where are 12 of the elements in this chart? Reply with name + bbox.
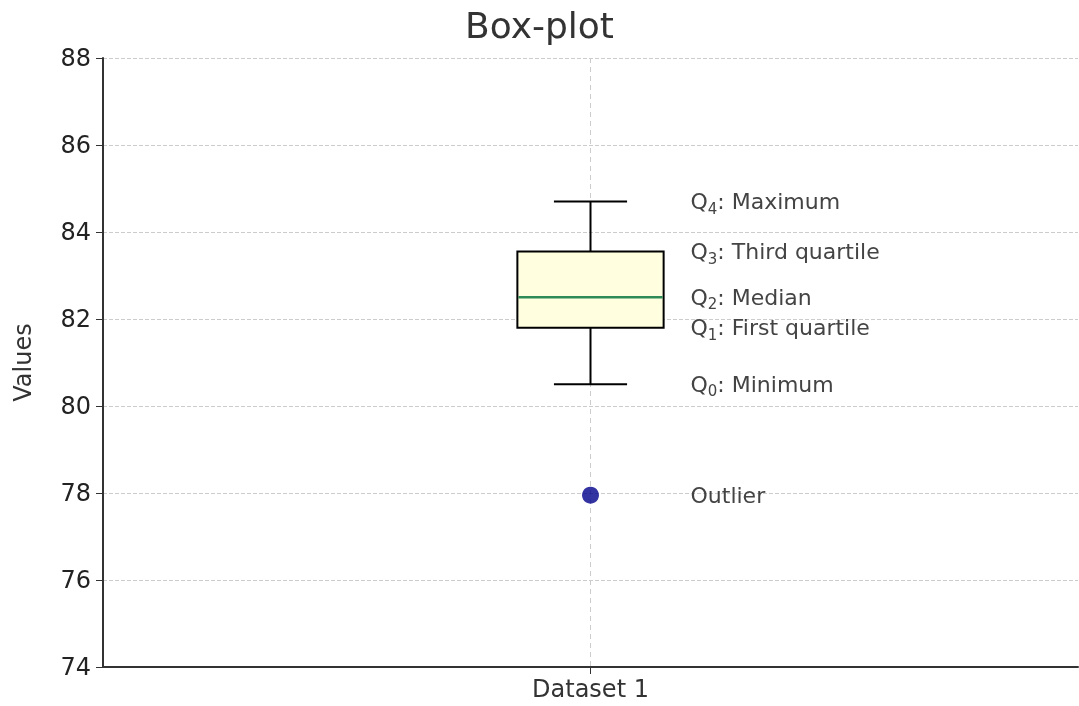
chart-title: Box-plot <box>465 4 614 46</box>
y-tick-label: 84 <box>60 218 91 246</box>
y-axis-title: Values <box>9 323 37 402</box>
y-tick-label: 88 <box>60 44 91 72</box>
y-tick-label: 80 <box>60 392 91 420</box>
y-tick-label: 74 <box>60 653 91 681</box>
y-tick-label: 82 <box>60 305 91 333</box>
y-tick-label: 86 <box>60 131 91 159</box>
annotation: Outlier <box>690 482 767 508</box>
x-tick-label: Dataset 1 <box>532 675 649 703</box>
y-tick-label: 78 <box>60 479 91 507</box>
y-tick-label: 76 <box>60 566 91 594</box>
